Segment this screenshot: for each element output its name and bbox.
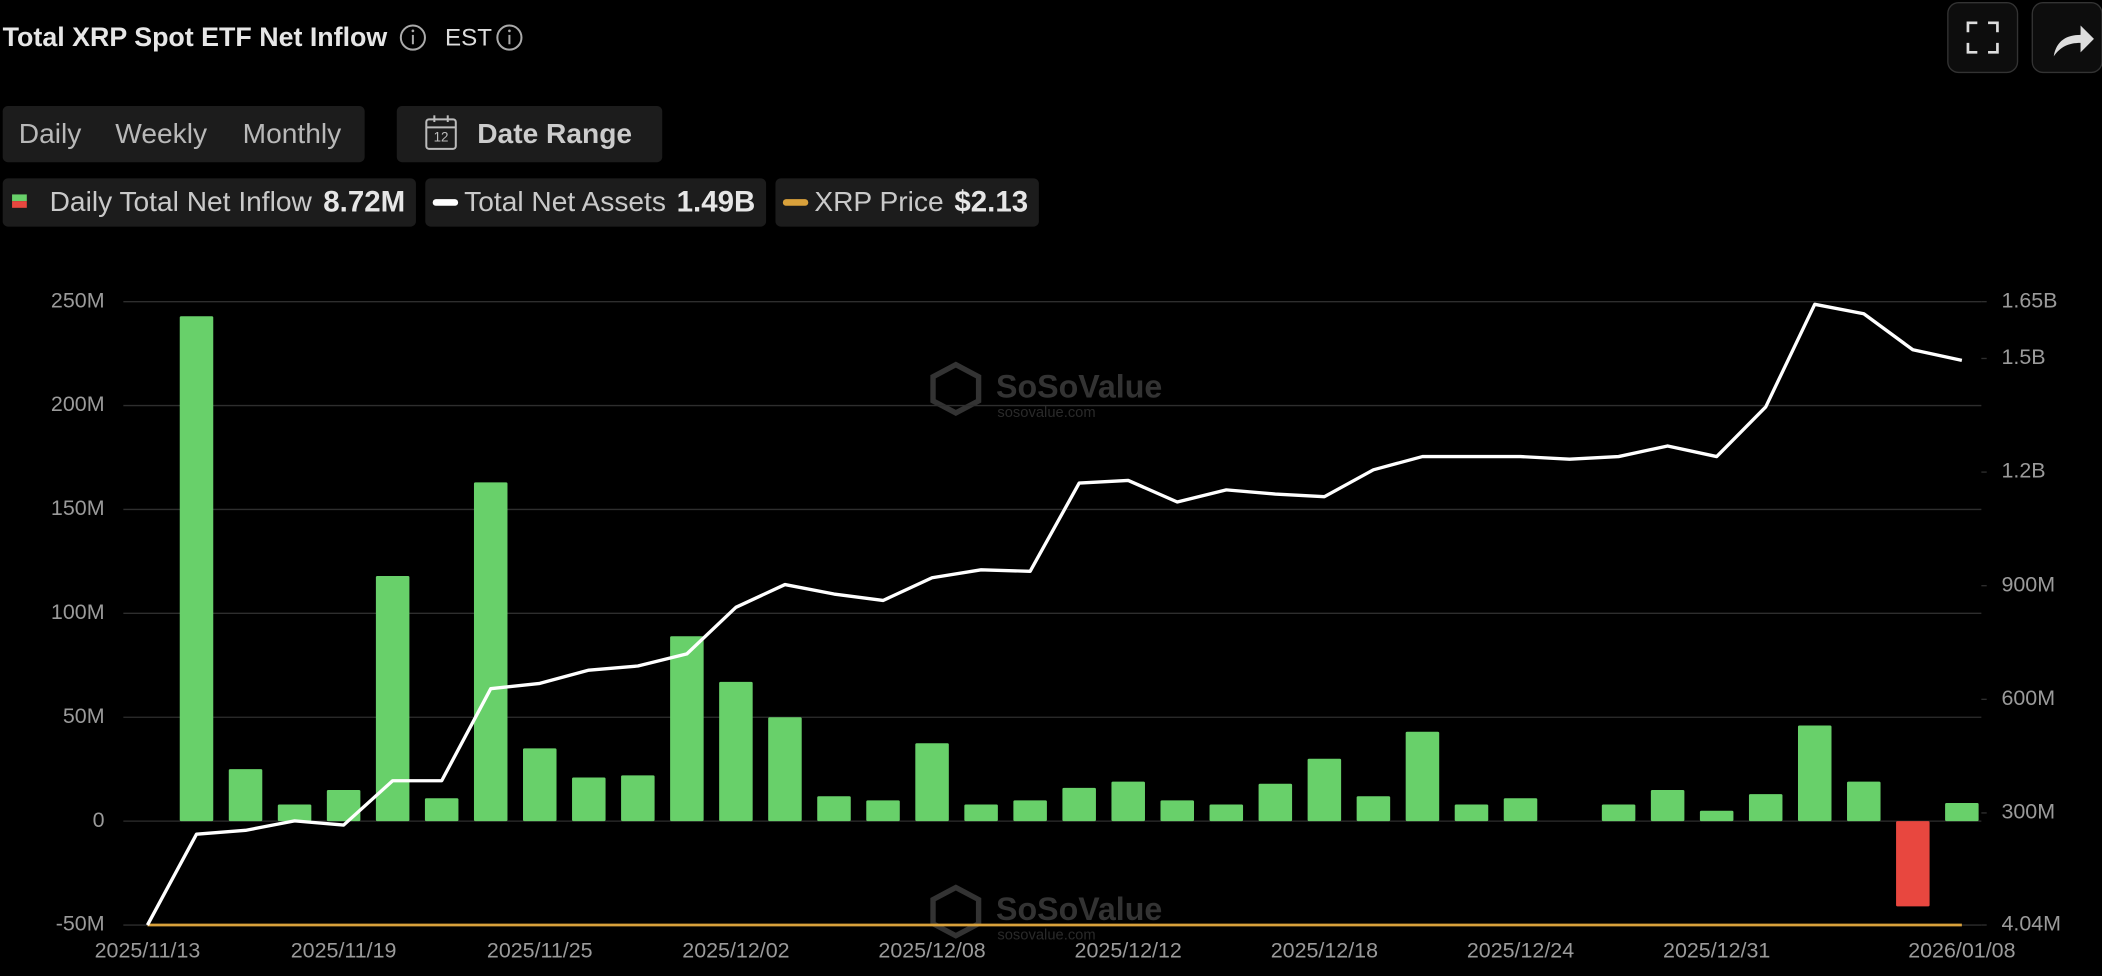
y-tick-label: 50M xyxy=(63,704,105,728)
period-tab[interactable]: Weekly xyxy=(115,118,208,149)
timezone[interactable]: EST xyxy=(445,24,492,51)
bar xyxy=(1454,804,1489,822)
watermark-url: sosovalue.com xyxy=(997,405,1095,421)
bar xyxy=(1160,800,1195,822)
watermark-logo xyxy=(930,884,982,939)
x-tick-label: 2025/12/08 xyxy=(878,938,985,962)
x-tick-label: 2025/12/24 xyxy=(1467,938,1574,962)
y-tick-label: 200M xyxy=(51,392,105,416)
legend: Daily Total Net Inflow 8.72M Total Net Ass… xyxy=(2,178,1039,227)
y2-tick-label: 4.04M xyxy=(2001,912,2061,936)
bar xyxy=(719,681,753,822)
bar xyxy=(1209,804,1244,822)
bar xyxy=(375,575,410,822)
watermark: SoSoValue xyxy=(996,368,1162,404)
date-range-label[interactable]: Date Range xyxy=(477,118,632,149)
legend-swatch xyxy=(12,201,27,208)
bar xyxy=(228,769,263,822)
y-tick-label: -50M xyxy=(56,912,105,936)
legend-value: 8.72M xyxy=(323,186,405,219)
bar xyxy=(1503,798,1538,822)
bar xyxy=(1111,781,1145,822)
bar xyxy=(473,482,508,822)
share-button[interactable] xyxy=(2031,2,2102,74)
y2-tick-label: 1.5B xyxy=(2001,345,2045,369)
bar xyxy=(326,789,361,822)
bar xyxy=(817,796,851,822)
bar xyxy=(964,804,998,822)
bar xyxy=(866,800,900,822)
watermark-url: sosovalue.com xyxy=(997,928,1095,944)
legend-box xyxy=(425,178,767,227)
x-tick-label: 2025/12/12 xyxy=(1075,938,1182,962)
legend-value: 1.49B xyxy=(677,186,756,219)
y2-tick-label: 900M xyxy=(2001,572,2055,596)
bar xyxy=(179,316,214,822)
legend-item[interactable]: Daily Total Net Inflow 8.72M xyxy=(2,178,416,227)
y2-tick-label: 1.65B xyxy=(2001,288,2057,312)
y2-tick-label: 600M xyxy=(2001,686,2055,710)
bar xyxy=(424,798,459,822)
bar xyxy=(1062,787,1096,822)
bar xyxy=(523,748,557,822)
x-tick-label: 2025/12/02 xyxy=(682,938,789,962)
legend-item[interactable]: Total Net Assets 1.49B xyxy=(425,178,767,227)
info-icon[interactable] xyxy=(399,24,426,51)
legend-box xyxy=(775,178,1039,227)
y2-tick-label: 1.2B xyxy=(2001,459,2045,483)
bar xyxy=(621,775,655,822)
info-icon[interactable] xyxy=(496,24,523,51)
legend-label: Total Net Assets xyxy=(464,186,666,217)
bar xyxy=(1748,794,1783,822)
bar xyxy=(1307,758,1342,822)
legend-label: Daily Total Net Inflow xyxy=(50,186,313,217)
calendar-icon: 12 xyxy=(425,115,457,150)
bar xyxy=(572,777,606,822)
x-tick-label: 2025/12/18 xyxy=(1271,938,1378,962)
bar xyxy=(1258,783,1293,822)
bar xyxy=(1650,789,1685,822)
watermark: SoSoValue xyxy=(996,891,1162,927)
x-tick-label: 2025/11/13 xyxy=(95,938,201,962)
bar xyxy=(1896,821,1930,907)
x-tick-label: 2025/11/19 xyxy=(291,938,397,962)
bar xyxy=(1601,804,1636,822)
chart-title: Total XRP Spot ETF Net Inflow xyxy=(3,22,388,52)
bar xyxy=(1847,781,1881,822)
x-tick-label: 2025/12/31 xyxy=(1663,938,1770,962)
watermark-logo xyxy=(930,361,982,416)
legend-item[interactable]: XRP Price $2.13 xyxy=(775,178,1039,227)
bar xyxy=(1356,796,1391,822)
calendar-day: 12 xyxy=(434,130,449,145)
x-tick-label: 2026/01/08 xyxy=(1908,938,2015,962)
bar xyxy=(1699,810,1734,822)
legend-value: $2.13 xyxy=(954,186,1028,219)
bar xyxy=(1405,731,1440,822)
fullscreen-button[interactable] xyxy=(1947,2,2019,74)
bar xyxy=(1013,800,1047,822)
legend-swatch xyxy=(12,194,27,202)
bar xyxy=(1797,725,1832,822)
plot-area: SoSoValuesosovalue.comSoSoValuesosovalue… xyxy=(51,288,2061,962)
x-tick-label: 2025/11/25 xyxy=(487,938,593,962)
y-tick-label: 150M xyxy=(51,496,105,520)
bar xyxy=(277,804,312,822)
date-range-button[interactable] xyxy=(396,105,663,163)
y-tick-label: 250M xyxy=(51,288,105,312)
y-tick-label: 100M xyxy=(51,600,105,624)
y-tick-label: 0 xyxy=(93,808,105,832)
legend-label: XRP Price xyxy=(814,186,943,217)
period-tab[interactable]: Monthly xyxy=(243,118,342,149)
line xyxy=(145,302,1963,926)
period-tab[interactable]: Daily xyxy=(19,118,82,149)
tab-group xyxy=(2,105,365,163)
bar xyxy=(768,717,802,822)
bar xyxy=(915,743,949,822)
y2-tick-label: 300M xyxy=(2001,800,2055,824)
bar xyxy=(670,636,704,822)
bar xyxy=(1945,803,1979,822)
legend-box xyxy=(2,178,416,227)
